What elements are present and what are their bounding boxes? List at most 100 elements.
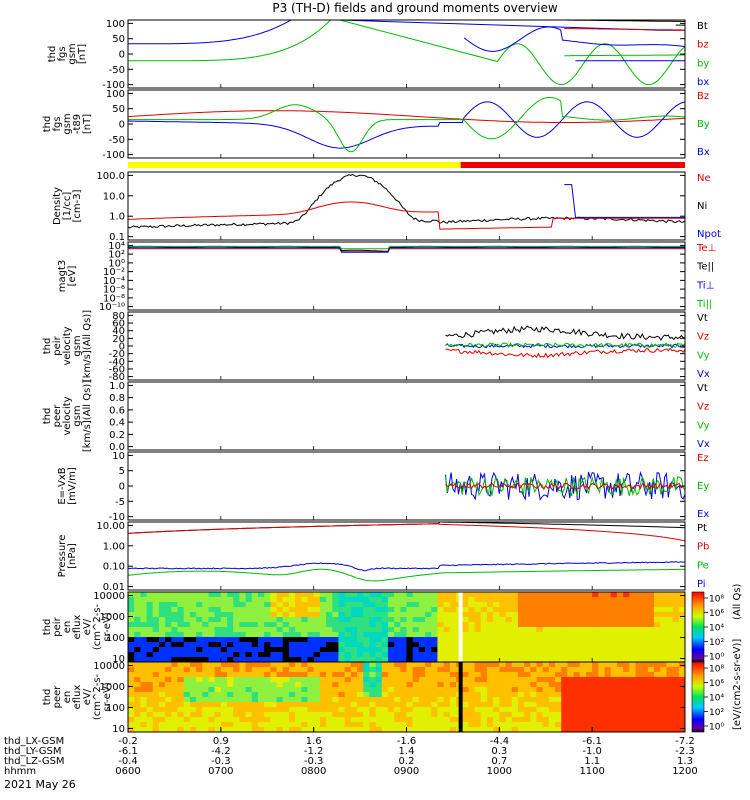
colorbar-label: [eV/(cm2-s-sr-eV)] (732, 639, 743, 730)
time-row-value: -6.1 (582, 736, 602, 747)
y-tick-label: 0.6 (109, 405, 125, 416)
chart-title: P3 (TH-D) fields and ground moments over… (272, 1, 557, 15)
y-axis-label: velocity (62, 396, 73, 435)
y-axis-label: thd (42, 619, 53, 636)
y-tick-label: 20 (112, 334, 125, 345)
legend-entry: Te|| (696, 262, 714, 273)
y-axis-label: gsm (62, 113, 73, 134)
y-tick-label: -20 (109, 349, 125, 360)
y-axis-label: sr-eV) (102, 682, 113, 711)
y-axis-label: magt3 (57, 260, 68, 293)
y-axis-label: [cm-3] (72, 189, 83, 222)
time-row-value: 0700 (208, 766, 233, 777)
y-axis-label: thd (42, 689, 53, 706)
y-tick-label: 0.2 (109, 430, 125, 441)
time-row-value: -0.4 (118, 756, 138, 767)
legend-entry: Pi (697, 579, 706, 590)
y-tick-label: 10 (112, 724, 125, 735)
y-tick-label: 10 (112, 451, 125, 462)
y-axis-label: peer (52, 404, 63, 428)
time-row-value: -0.2 (118, 736, 138, 747)
legend-entry: Vy (697, 350, 710, 361)
panel-frame (127, 521, 686, 591)
legend-entry: Vz (697, 332, 709, 343)
y-tick-label: 0.4 (109, 418, 125, 429)
time-row-label: thd_LZ-GSM (4, 756, 65, 767)
y-axis-label: sr-eV) (102, 612, 113, 641)
legend-entry: bz (697, 40, 709, 51)
colorbar: 10⁸ 10⁶ 10⁴ 10² 10⁰ 10⁸ 10⁶ 10⁴ 10² 10⁰ [eV/(cm2-… (691, 583, 743, 733)
y-tick-label: 0.01 (103, 582, 125, 593)
y-axis-label: (cm^2-s- (92, 603, 103, 650)
time-row-value: 0800 (301, 766, 326, 777)
legend-entry: Vz (697, 402, 709, 413)
time-axis-labels: thd_LX-GSM -0.2 0.9 1.6 -1.6 -4.4 -6.1 -7.2 thd_… (4, 84, 698, 777)
y-tick-label: 0.1 (109, 232, 125, 243)
y-axis-label: en (62, 621, 73, 634)
y-tick-label: 10⁻⁶ (103, 285, 125, 296)
time-row-value: 0.3 (491, 746, 507, 757)
y-axis-label: (cm^2-s- (92, 673, 103, 720)
colorbar-tick: 10⁰ (709, 653, 724, 663)
y-tick-label: 10 (112, 654, 125, 665)
y-axis-label: thd (42, 338, 53, 355)
legend-entry: Pb (697, 542, 709, 553)
time-row-value: -1.0 (582, 746, 602, 757)
panel-fgs_dsl: 100 50 0 -50 -100 thd fgs gsm -t89 [nT] Bz By Bx (42, 89, 710, 161)
time-row-value: 0.7 (491, 756, 507, 767)
time-row-value: -0.3 (211, 756, 231, 767)
y-tick-label: -5 (115, 497, 125, 508)
panel-peer_spec: 10000 1000 100 10 thd peer en eflux eV/(cm^2-s-s… (42, 661, 686, 735)
legend-entry: Vy (697, 420, 710, 431)
y-axis-label: gsm (72, 335, 83, 356)
y-axis-label: [1/cc] (62, 192, 73, 221)
y-tick-label: 60 (112, 319, 125, 330)
y-tick-label: -40 (109, 357, 125, 368)
time-row-value: -4.4 (490, 736, 510, 747)
legend-entry: Bt (697, 21, 708, 32)
y-tick-label: 10⁻⁸ (103, 293, 125, 304)
y-tick-label: 100 (106, 19, 125, 30)
y-tick-label: 10.0 (103, 191, 125, 202)
y-tick-label: 10⁻⁴ (103, 276, 125, 287)
time-row-label: hhmm (4, 766, 36, 777)
y-tick-label: -50 (109, 65, 125, 76)
legend-entry: Ne (697, 173, 711, 184)
colorbar-tick: 10² (709, 708, 724, 718)
y-axis-label: thd (42, 408, 53, 425)
y-tick-label: 100 (106, 633, 125, 644)
legend-entry: by (697, 58, 709, 69)
y-tick-label: 100 (106, 89, 125, 100)
time-row-value: -6.1 (118, 746, 138, 757)
y-axis-label: eflux (72, 615, 83, 640)
y-axis-label: [nT] (82, 114, 93, 134)
y-axis-label: -t89 (72, 114, 83, 134)
legend-entry: Vx (697, 439, 710, 450)
time-row-value: 1000 (487, 766, 512, 777)
y-axis-label: eV/ (82, 688, 93, 705)
y-tick-label: 10⁻² (103, 267, 125, 278)
colorbar-gradient-bottom (691, 661, 705, 733)
panel-frame (127, 171, 686, 241)
time-row-value: 1.4 (399, 746, 415, 757)
legend-entry: Pt (697, 523, 707, 534)
time-row-value: 1.3 (677, 756, 693, 767)
y-tick-label: 1.00 (103, 541, 125, 552)
legend-entry: Te⊥ (696, 243, 716, 254)
panel-pressure: 10.00 1.00 0.10 0.01 Pressure [nPa] Pt Pb Pe Pi (57, 521, 709, 593)
y-tick-label: -50 (109, 135, 125, 146)
y-tick-label: 80 (112, 311, 125, 322)
time-row-value: 1.1 (584, 756, 600, 767)
colorbar-tick: 10⁰ (709, 723, 724, 733)
panel-peir_spec: 10000 1000 100 10 thd peir en eflux eV/(cm^2-s-s… (42, 591, 686, 665)
y-tick-label: 0 (119, 50, 125, 61)
y-tick-label: 10.00 (96, 521, 125, 532)
time-row-label: thd_LY-GSM (4, 746, 61, 757)
y-axis-label: gsm (72, 405, 83, 426)
legend-entry: Bx (697, 147, 710, 158)
time-row-value: 1.6 (306, 736, 322, 747)
y-tick-label: 0.10 (103, 562, 125, 573)
